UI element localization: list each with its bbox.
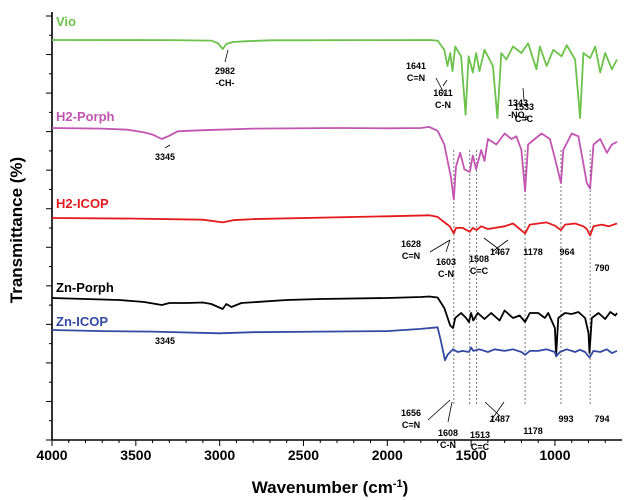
series-labels: Vio H2-Porph H2-ICOP Zn-Porph Zn-ICOP — [56, 14, 115, 329]
peak-label: 1343 -NO2 — [508, 98, 529, 122]
series-label: Zn-ICOP — [56, 314, 108, 329]
x-ticks: 4000 3500 3000 2500 2000 1500 1000 — [36, 440, 606, 463]
spectra — [51, 39, 618, 362]
spectrum-line — [51, 39, 618, 119]
peak-label: 1628 C=N — [401, 239, 421, 261]
spectrum-line — [51, 295, 618, 357]
peak-pointer — [483, 237, 501, 251]
x-tick-label: 1000 — [539, 447, 570, 463]
x-axis-title: Wavenumber (cm-1) — [252, 478, 409, 497]
series-label: Zn-Porph — [56, 280, 114, 295]
peak-pointer — [442, 79, 448, 87]
peak-pointer — [435, 77, 446, 96]
peak-label: 1508 C=C — [469, 254, 489, 276]
peak-label: 3345 — [155, 336, 175, 346]
series-label: H2-ICOP — [56, 196, 109, 211]
peak-label: 1611 C-N — [433, 88, 453, 110]
series-label: H2-Porph — [56, 109, 115, 124]
peak-label: 1178 — [523, 247, 543, 257]
peak-pointer — [445, 239, 451, 253]
peak-pointer — [491, 239, 509, 253]
peak-pointer — [224, 49, 229, 63]
spectrum-line — [51, 326, 618, 362]
peak-pointer — [429, 239, 451, 253]
peak-label: 964 — [559, 247, 574, 257]
peak-label: 1656 C=N — [401, 408, 421, 430]
peak-label: 993 — [558, 414, 573, 424]
peak-label: 1487 — [490, 414, 510, 424]
peak-label: 1513 C=C — [470, 430, 490, 452]
x-tick-label: 2000 — [372, 447, 403, 463]
peak-label: 1641 C=N — [406, 61, 426, 83]
peak-pointer — [427, 399, 451, 421]
peak-label: 790 — [594, 263, 609, 273]
peak-label: 1178 — [523, 426, 543, 436]
peak-pointer — [489, 401, 505, 423]
x-tick-label: 3000 — [204, 447, 235, 463]
peak-label: 1467 — [490, 247, 510, 257]
dashed-guides — [453, 150, 591, 405]
peak-label: 2982 -CH- — [215, 66, 235, 88]
peak-label: 3345 — [155, 152, 175, 162]
peak-pointer — [522, 87, 525, 101]
peak-label: 1608 C-N — [438, 428, 458, 450]
spectrum-line — [51, 214, 618, 237]
y-axis-title: Transmittance (%) — [7, 157, 26, 303]
peak-pointer — [484, 401, 501, 417]
axes-frame — [46, 12, 622, 441]
x-tick-label: 1500 — [456, 447, 487, 463]
peak-label: 1533 C=C — [514, 102, 534, 124]
x-tick-label: 4000 — [36, 447, 67, 463]
peak-pointer — [447, 401, 453, 423]
x-tick-label: 3500 — [120, 447, 151, 463]
x-tick-label: 2500 — [288, 447, 319, 463]
peak-label: 794 — [594, 414, 609, 424]
peak-pointer — [164, 144, 171, 149]
series-label: Vio — [56, 14, 76, 29]
peak-label: 1603 C-N — [436, 257, 456, 279]
spectrum-line — [51, 126, 618, 201]
